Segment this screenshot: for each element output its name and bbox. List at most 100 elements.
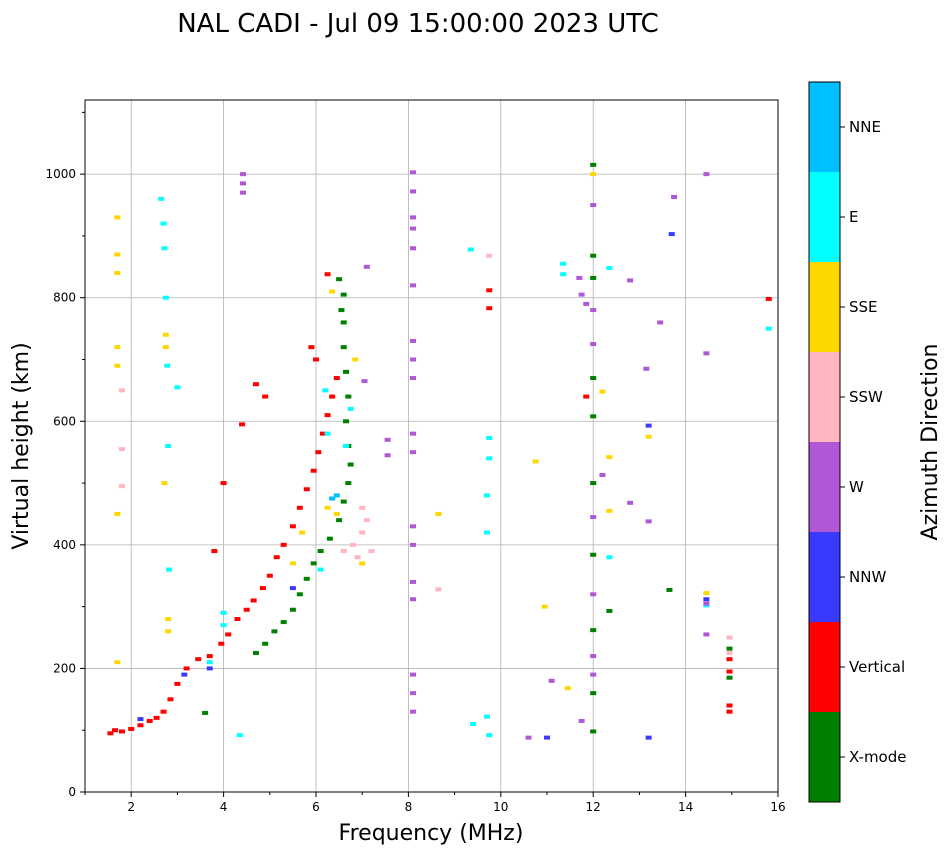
echo-point-e: [343, 444, 350, 448]
echo-point-w: [627, 500, 634, 505]
echo-point-sse: [289, 561, 296, 566]
echo-point-sse: [329, 289, 336, 294]
echo-point-vertical: [313, 357, 319, 362]
echo-point-x-mode: [590, 275, 597, 280]
echo-point-e: [322, 388, 329, 393]
echo-point-e: [483, 530, 490, 535]
echo-point-vertical: [128, 726, 135, 731]
echo-point-w: [578, 718, 585, 723]
echo-point-ssw: [118, 388, 125, 393]
echo-point-sse: [114, 252, 121, 257]
echo-point-sse: [599, 389, 606, 394]
echo-point-w: [410, 338, 417, 343]
echo-point-e: [486, 733, 493, 738]
echo-point-w: [384, 453, 391, 458]
echo-point-w: [590, 654, 597, 659]
echo-point-sse: [359, 561, 366, 566]
echo-point-w: [590, 672, 597, 677]
y-tick-label: 800: [53, 291, 76, 305]
echo-point-w: [410, 226, 417, 231]
colorbar-label: W: [849, 478, 864, 496]
y-axis-label: Virtual height (km): [9, 342, 34, 549]
echo-point-x-mode: [590, 729, 597, 734]
echo-point-nnw: [137, 717, 144, 722]
echo-point-vertical: [726, 709, 733, 714]
echo-point-vertical: [183, 666, 190, 671]
echo-point-w: [643, 366, 650, 371]
colorbar-label: SSW: [849, 388, 883, 406]
echo-point-ssw: [354, 555, 361, 560]
echo-point-e: [161, 246, 168, 251]
echo-point-e: [165, 444, 172, 448]
echo-point-x-mode: [726, 675, 733, 680]
grid: [85, 100, 779, 792]
echo-point-w: [703, 601, 710, 606]
echo-point-e: [483, 493, 490, 498]
echo-point-ssw: [118, 447, 125, 452]
echo-point-w: [410, 376, 417, 381]
colorbar-swatch: [809, 262, 840, 352]
echo-point-sse: [114, 271, 121, 275]
echo-point-vertical: [234, 617, 241, 621]
echo-point-vertical: [308, 345, 315, 350]
x-axis-label: Frequency (MHz): [339, 821, 524, 846]
colorbar-swatch: [809, 712, 840, 802]
x-tick-label: 8: [405, 800, 413, 814]
echo-point-vertical: [280, 542, 287, 547]
echo-point-w: [363, 264, 370, 269]
echo-point-w: [240, 181, 247, 186]
echo-point-w: [599, 473, 606, 478]
echo-point-sse: [162, 345, 169, 350]
colorbar-swatch: [809, 442, 840, 532]
echo-point-w: [590, 342, 597, 347]
echo-point-vertical: [252, 382, 259, 387]
echo-point-w: [627, 278, 634, 283]
echo-point-x-mode: [326, 536, 333, 541]
echo-point-vertical: [239, 422, 246, 427]
echo-point-sse: [606, 455, 613, 460]
colorbar-label: SSE: [849, 298, 878, 316]
echo-point-w: [525, 735, 532, 740]
y-tick-label: 200: [53, 661, 76, 675]
echo-point-vertical: [296, 505, 303, 510]
echo-point-x-mode: [202, 710, 209, 715]
echo-point-vertical: [726, 669, 733, 674]
echo-point-w: [410, 450, 417, 455]
chart-title: NAL CADI - Jul 09 15:00:00 2023 UTC: [177, 9, 659, 39]
x-tick-label: 10: [493, 800, 508, 814]
echo-point-sse: [645, 434, 652, 439]
echo-point-ssw: [726, 635, 733, 640]
echo-point-vertical: [266, 573, 273, 578]
echo-point-w: [410, 542, 417, 547]
echo-point-vertical: [319, 431, 326, 436]
echo-point-vertical: [765, 296, 772, 301]
echo-point-vertical: [726, 657, 733, 662]
echo-point-e: [483, 714, 490, 719]
colorbar-label: NNW: [849, 568, 886, 586]
echo-point-w: [240, 190, 247, 195]
echo-point-sse: [435, 511, 442, 516]
echo-point-w: [578, 292, 585, 297]
echo-point-vertical: [118, 729, 125, 734]
echo-point-vertical: [250, 598, 257, 603]
colorbar-swatch: [809, 352, 840, 442]
echo-point-w: [410, 597, 417, 602]
echo-point-sse: [352, 357, 359, 362]
colorbar-label: Vertical: [849, 658, 905, 676]
echo-point-e: [158, 196, 165, 201]
echo-point-w: [410, 246, 417, 251]
echo-point-sse: [532, 459, 539, 464]
colorbar-label: E: [849, 208, 858, 226]
echo-point-w: [410, 357, 417, 362]
colorbar-label: NNE: [849, 118, 881, 136]
echo-point-nnw: [206, 666, 213, 671]
echo-point-x-mode: [345, 394, 352, 399]
echo-point-x-mode: [338, 308, 345, 313]
echo-point-w: [410, 672, 417, 677]
echo-point-x-mode: [317, 549, 324, 554]
echo-point-ssw: [340, 549, 347, 554]
echo-point-x-mode: [343, 419, 350, 424]
echo-point-vertical: [486, 306, 493, 311]
echo-point-w: [590, 203, 597, 208]
